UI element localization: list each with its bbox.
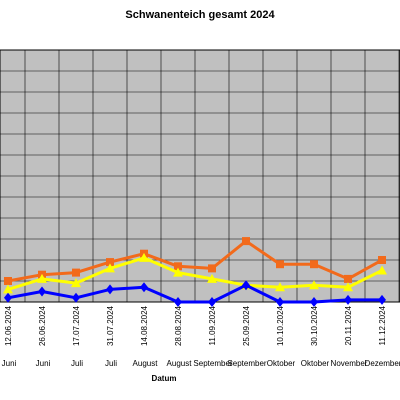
data-point <box>140 282 148 293</box>
data-point <box>276 260 284 269</box>
x-tick-label: 11.12.2024 <box>378 305 387 345</box>
data-point <box>173 267 183 277</box>
x-tick-label: 25.09.2024 <box>242 305 251 346</box>
data-point <box>106 258 114 267</box>
x-month-label: November <box>331 359 368 368</box>
data-point <box>309 280 319 290</box>
chart-title: Schwanenteich gesamt 2024 <box>125 9 275 21</box>
data-point <box>208 264 216 273</box>
x-month-label: August <box>133 359 159 368</box>
x-month-label: Juni <box>36 359 51 368</box>
x-month-label: September <box>227 359 266 368</box>
x-month-label: Oktober <box>301 359 330 368</box>
data-point <box>276 297 284 307</box>
x-month-label: August <box>167 359 193 368</box>
data-point <box>343 282 353 292</box>
data-point <box>4 277 12 285</box>
series-1 <box>3 252 387 294</box>
x-month-label: Oktober <box>267 359 296 368</box>
data-point <box>38 286 46 297</box>
x-tick-label: 14.08.2024 <box>140 305 149 346</box>
data-point <box>139 252 149 262</box>
data-point <box>207 273 217 283</box>
data-point <box>72 292 80 303</box>
data-point <box>242 237 250 246</box>
x-tick-label: 10.10.2024 <box>276 305 285 346</box>
x-tick-label: 26.06.2024 <box>38 305 47 346</box>
data-point <box>106 284 114 295</box>
data-point <box>105 263 115 273</box>
x-tick-label: 12.06.2024 <box>4 305 13 346</box>
x-tick-label: 30.10.2024 <box>310 305 319 346</box>
x-tick-label: 20.11.2024 <box>344 305 353 345</box>
x-month-label: Juni <box>2 359 17 368</box>
x-tick-label: 11.09.2024 <box>208 305 217 345</box>
series-line <box>7 283 382 304</box>
data-point <box>275 282 285 292</box>
gridlines <box>0 50 400 302</box>
data-point <box>377 265 387 275</box>
series-line <box>7 256 383 291</box>
data-point <box>378 294 386 305</box>
x-tick-label: 31.07.2024 <box>106 305 115 346</box>
data-point <box>71 278 81 288</box>
data-point <box>4 292 12 303</box>
data-point <box>378 256 386 264</box>
data-point <box>174 262 182 271</box>
data-point <box>310 297 318 307</box>
data-point <box>344 274 352 283</box>
data-point <box>174 297 182 307</box>
data-point <box>37 273 47 283</box>
series-line <box>7 239 383 283</box>
x-tick-label: 17.07.2024 <box>72 305 81 346</box>
data-point <box>72 268 80 277</box>
series-layer <box>3 237 387 307</box>
data-point <box>208 297 216 307</box>
x-month-label: September <box>193 359 232 368</box>
data-point <box>3 284 13 294</box>
data-point <box>310 260 318 269</box>
x-tick-label: 28.08.2024 <box>174 305 183 346</box>
x-month-label: Dezember <box>365 359 400 368</box>
series-2 <box>4 280 386 307</box>
x-axis-title: Datum <box>152 374 177 383</box>
data-point <box>344 294 352 305</box>
x-month-label: Juli <box>105 359 117 368</box>
x-month-label: Juli <box>71 359 83 368</box>
x-axis-ticks: 12.06.2024 Juni 26.06.2024 Juni 17.07.2024 Ju… <box>2 305 400 368</box>
data-point <box>242 280 250 291</box>
